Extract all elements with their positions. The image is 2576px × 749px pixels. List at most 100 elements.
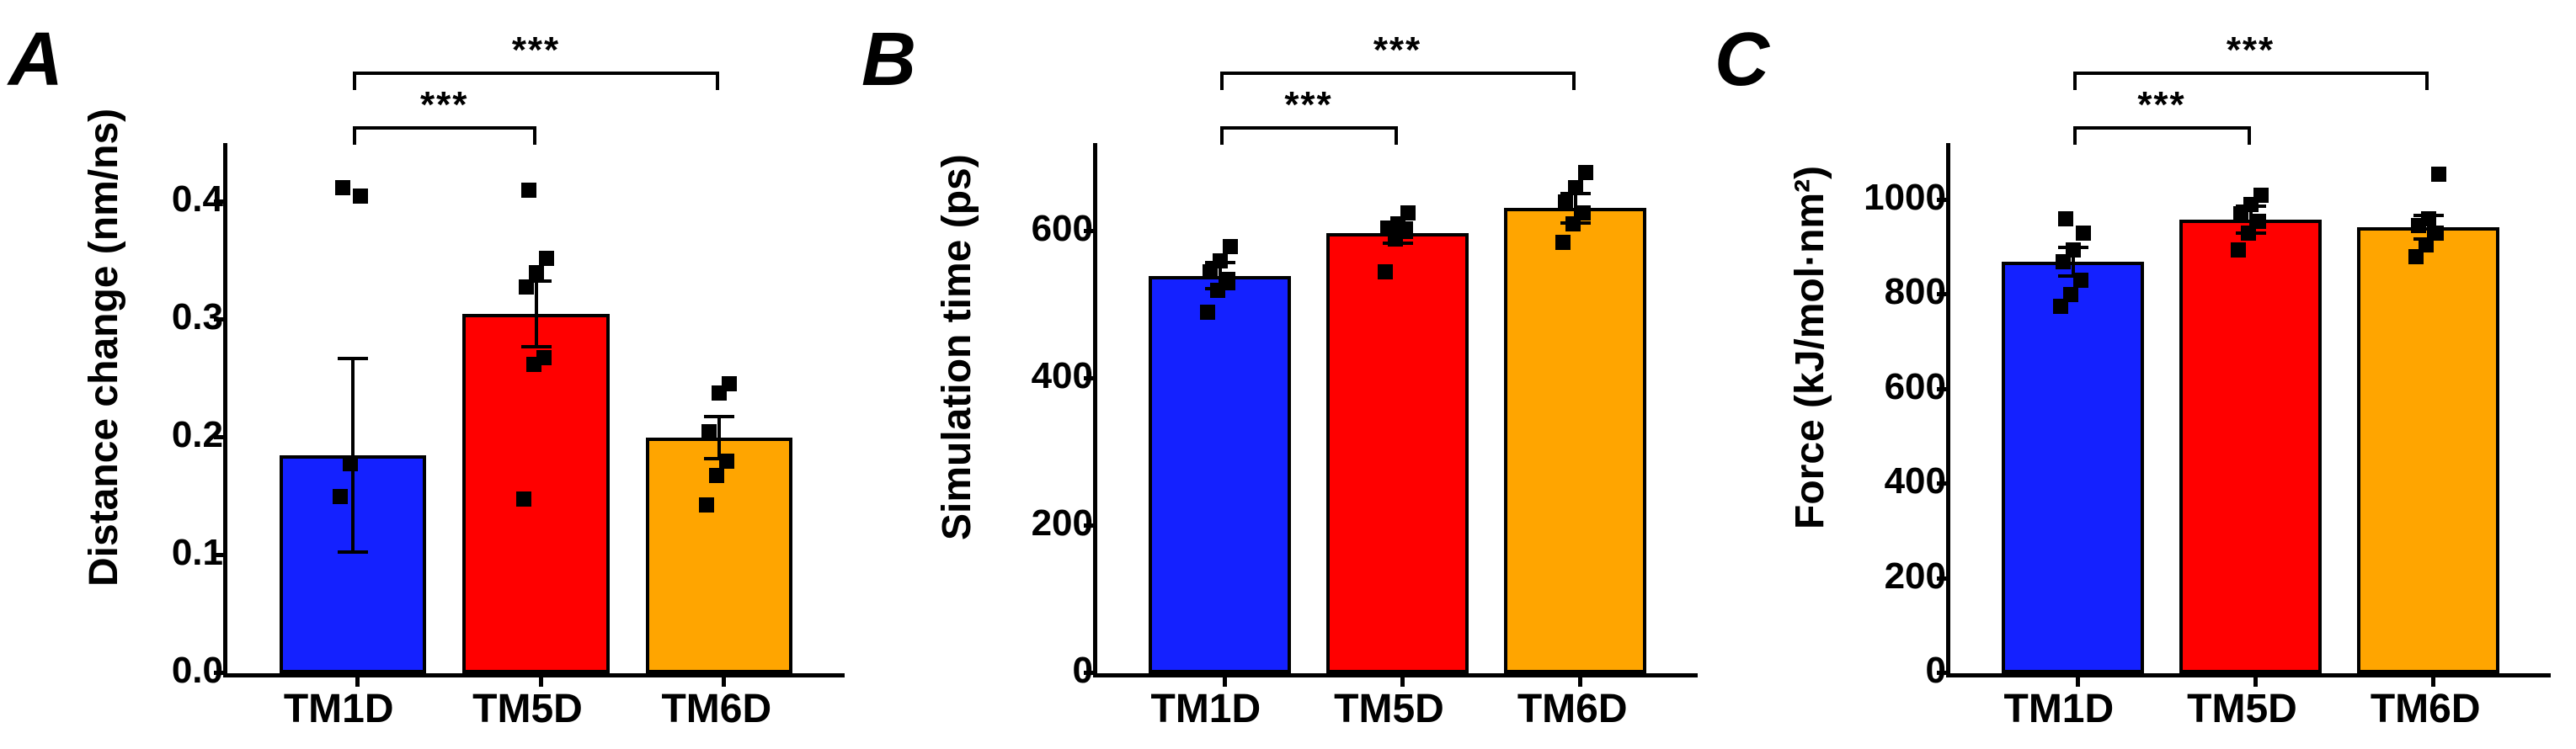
data-point [2066,242,2081,258]
figure-row: ADistance change (nm/ns)0.00.10.20.30.4*… [0,0,2576,749]
bar-tm5d [2179,220,2322,673]
y-axis-label: Simulation time (ps) [929,17,985,677]
data-point [2058,211,2073,226]
y-axis-gutter: Simulation time (ps)0200400600 [929,17,1093,677]
panel-letter: C [1715,17,1769,104]
plot-row: Force (kJ/mol·nm²)02004006008001000*****… [1731,17,2551,677]
y-tick-labels: 0.00.10.20.30.4 [132,17,223,673]
significance-area: *** *** [1093,17,1698,143]
y-tick-labels: 0200400600 [985,17,1093,673]
significance-bracket [1220,126,1398,130]
panel-letter: A [8,17,63,104]
plot-stack: ****** [1946,17,2551,677]
data-point [709,468,724,483]
data-point [722,376,737,391]
data-point [1223,239,1238,254]
x-tick-mark [355,673,360,687]
significance-area: ****** [1946,17,2551,143]
panel-letter: B [861,17,916,104]
x-tick-label: TM1D [244,686,433,732]
x-tick-mark [539,673,543,687]
significance-bracket [353,72,719,75]
data-point [2063,287,2078,302]
data-point [2421,211,2436,226]
bar-slot [627,143,811,673]
y-tick-mark [1084,523,1097,528]
bar-slot [1309,143,1486,673]
data-point [1578,165,1593,180]
plot-row: Distance change (nm/ns)0.00.10.20.30.4**… [25,17,845,677]
data-point [343,456,358,471]
data-point [1558,194,1573,210]
bar-tm6d [1504,208,1646,673]
data-point [699,497,714,513]
data-point [335,180,350,195]
y-tick-mark [1937,198,1950,202]
x-tick-label: TM6D [622,686,811,732]
data-point [1568,180,1583,195]
significance-label: *** [2227,29,2275,72]
y-tick-mark [214,553,227,557]
error-bar [535,281,538,347]
data-point [701,424,717,439]
error-cap-top [338,357,368,360]
data-point [1378,264,1393,279]
bar-tm1d [2002,262,2144,673]
bar-slot [1984,143,2162,673]
bar-tm6d [2357,227,2499,673]
significance-bracket [353,126,536,130]
y-axis-label: Distance change (nm/ns) [76,17,132,677]
bar-tm5d [1326,233,1469,673]
y-tick-mark [1937,387,1950,391]
x-tick-labels: TM1DTM5DTM6D [1933,677,2551,732]
significance-bracket [2073,72,2429,75]
data-point [519,279,534,295]
y-axis-label: Force (kJ/mol·nm²) [1782,17,1838,677]
y-tick-mark [1937,292,1950,296]
data-point [2073,273,2088,288]
x-tick-mark [1578,673,1582,687]
data-point [1576,205,1591,220]
x-tick-label: TM6D [1480,686,1664,732]
error-bar [717,417,721,459]
panel-b: BSimulation time (ps)0200400600 *** *** TM1… [861,17,1715,732]
significance-bracket [2073,126,2251,130]
data-point [2253,188,2269,203]
x-tick-label: TM1D [1114,686,1298,732]
x-tick-label: TM5D [1298,686,1481,732]
bar-slot [2162,143,2339,673]
spacer [1731,677,1933,732]
significance-label: *** [512,29,560,72]
data-point [2431,167,2446,182]
y-tick-mark [1937,576,1950,581]
x-tick-mark [2431,673,2435,687]
plot-area [223,143,845,677]
data-point [1200,305,1215,320]
y-tick-labels: 02004006008001000 [1838,17,1946,673]
x-tick-mark [2253,673,2258,687]
x-tick-labels: TM1DTM5DTM6D [211,677,845,732]
data-point [521,183,536,198]
bar-slot [2339,143,2517,673]
error-cap-top [704,415,734,418]
plot-area [1946,143,2551,677]
bar-slot [1486,143,1664,673]
y-tick-mark [1084,671,1097,675]
x-tick-mark [1400,673,1405,687]
spacer [878,677,1080,732]
data-point [2251,214,2266,229]
bar-tm1d [1149,276,1291,674]
data-point [2231,242,2246,258]
data-point [719,454,734,469]
y-axis-gutter: Force (kJ/mol·nm²)02004006008001000 [1782,17,1946,677]
panel-c: CForce (kJ/mol·nm²)02004006008001000****… [1715,17,2568,732]
significance-area: *** *** [223,17,845,143]
significance-label: *** [1284,84,1332,126]
significance-label: *** [420,84,468,126]
significance-label: *** [1373,29,1421,72]
y-tick-mark [1937,671,1950,675]
x-tick-label: TM6D [2333,686,2517,732]
y-tick-mark [214,199,227,204]
error-cap-bottom [521,345,552,348]
plot-stack: *** *** [223,17,845,677]
